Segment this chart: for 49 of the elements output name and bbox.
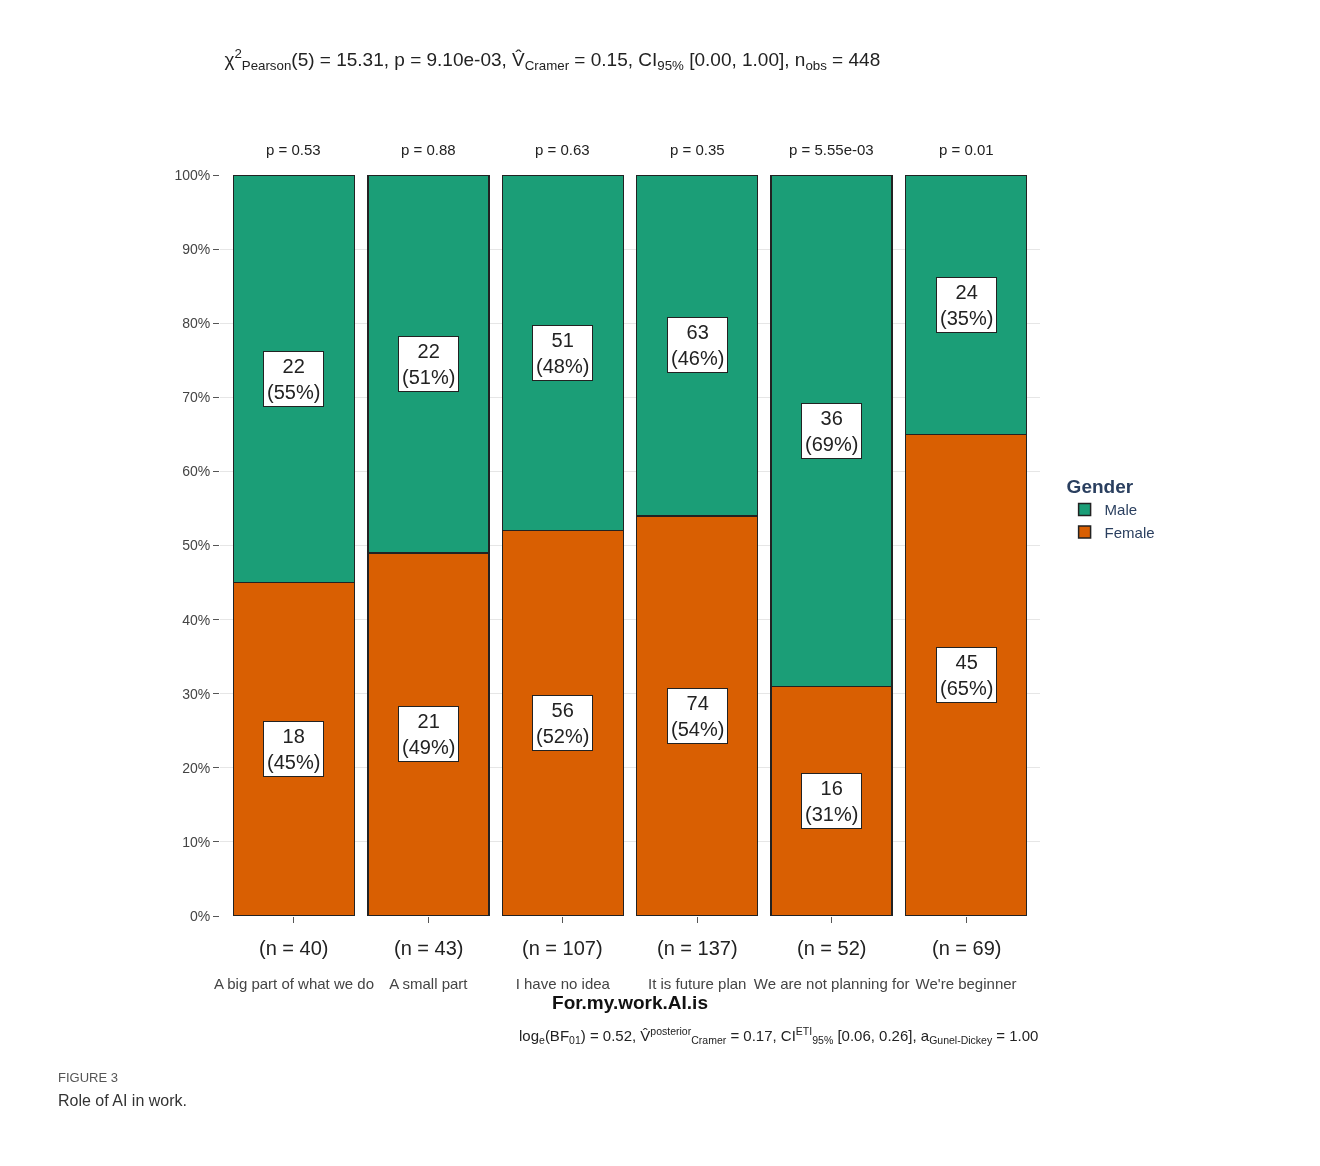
data-label: 22 (51%) [402, 340, 456, 388]
x-axis-title: For.my.work.AI.is [552, 992, 708, 1013]
data-label: 24 (35%) [940, 281, 994, 329]
caption: FIGURE 3 [58, 1070, 118, 1085]
data-label: 22 (55%) [267, 355, 321, 403]
text: Role of AI in work. [58, 1092, 187, 1109]
text: p = 0.63 [535, 141, 590, 158]
y-tick-label: 70% [182, 389, 211, 406]
y-tick-label: 20% [182, 759, 211, 776]
data-label: 63 (46%) [671, 321, 725, 369]
text: (n = 107) [522, 937, 603, 959]
y-tick-label: 50% [182, 537, 211, 554]
y-tick-label: 100% [174, 166, 211, 183]
x-tick-label: A big part of what we do [213, 975, 374, 992]
data-label: 18 (45%) [267, 725, 321, 773]
x-tick-label: A small part [389, 975, 469, 992]
data-label: 56 (52%) [536, 699, 590, 747]
text: (n = 43) [394, 937, 464, 959]
y-tick-label: 30% [182, 685, 211, 702]
y-tick-label: 10% [182, 833, 211, 850]
data-label: 51 (48%) [536, 329, 590, 377]
text: p = 0.88 [401, 141, 456, 158]
text: p = 5.55e-03 [789, 141, 874, 158]
data-label: 36 (69%) [805, 407, 859, 455]
text: (n = 40) [259, 937, 329, 959]
text: log$_{e}$(BF$_{01}$) = 0.52, V̂$^{posterior}$$_{Cramer}$ = 0.17, CI$^{ETI}$$_{95%}$ [0.06, 0.26], a$_{Gunel-Dickey}$ = 1.00 [519, 1025, 1039, 1047]
y-tick-label: 40% [182, 611, 211, 628]
text: p = 0.35 [670, 141, 725, 158]
data-label: 45 (65%) [940, 651, 994, 699]
x-tick-label: I have no idea [515, 975, 611, 992]
x-tick-label: We're beginner [915, 975, 1017, 992]
y-tick-label: 0% [189, 907, 211, 924]
text: (n = 52) [797, 937, 867, 959]
text: (n = 69) [932, 937, 1002, 959]
data-label: 21 (49%) [402, 710, 456, 758]
legend-title: Gender [1066, 476, 1134, 498]
legend-label: Female [1104, 523, 1155, 541]
text: (n = 137) [657, 937, 738, 959]
data-label: 16 (31%) [805, 777, 859, 825]
y-tick-label: 90% [182, 241, 211, 257]
text: p = 0.01 [939, 141, 994, 158]
chart-title: χ$^{2}$$_{Pearson}$(5) = 15.31, p = 9.10e-03, V̂$_{Cramer}$ = 0.15, CI$_{95%}$ [0.00, 1.00], n$_{obs}$ = 448 [224, 45, 881, 73]
y-tick-label: 80% [182, 315, 211, 332]
x-tick-label: It is future plan [648, 975, 747, 992]
data-label: 74 (54%) [671, 692, 725, 740]
y-tick-label: 60% [182, 463, 211, 480]
text: p = 0.53 [266, 141, 321, 158]
legend-label: Male [1104, 501, 1138, 519]
x-tick-label: We are not planning for [753, 975, 910, 992]
